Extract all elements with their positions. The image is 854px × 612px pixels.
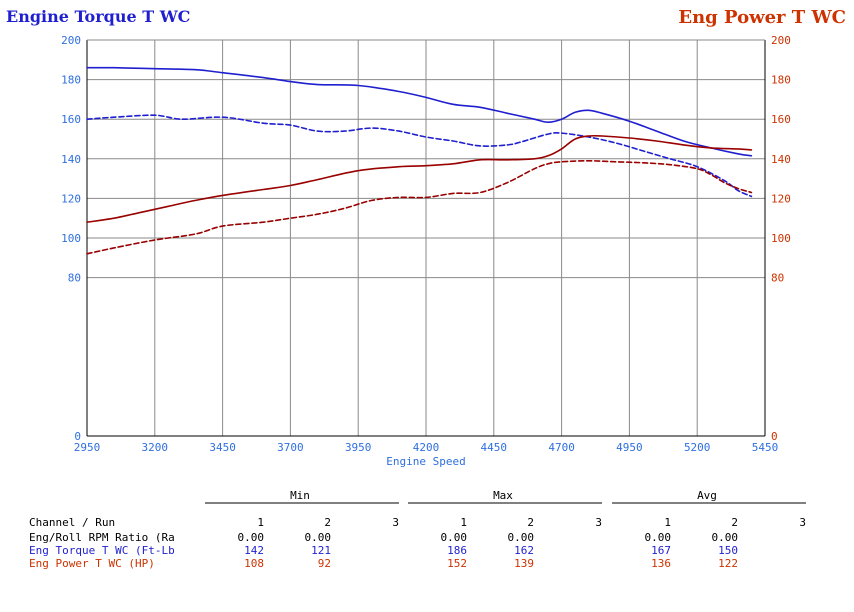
table-cell: 108 [244, 557, 264, 570]
table-cell: 136 [651, 557, 671, 570]
left-y-tick-label-5: 100 [61, 232, 81, 245]
right-y-tick-label-3: 140 [771, 153, 791, 166]
table-cell: 121 [311, 544, 331, 557]
torque-series-run-2 [86, 114, 753, 198]
left-y-tick-label-2: 160 [61, 113, 81, 126]
x-tick-label-5: 4200 [413, 441, 440, 454]
left-y-tick-labels: 200 180 160 140 120 100 80 0 [61, 34, 81, 443]
table-cell: 186 [447, 544, 467, 557]
table-run-header: 2 [527, 516, 534, 529]
x-tick-label-1: 3200 [142, 441, 169, 454]
right-y-tick-label-0: 200 [771, 34, 791, 47]
x-tick-label-2: 3450 [209, 441, 236, 454]
table-row-label: Eng Torque T WC (Ft-Lb [29, 544, 175, 557]
right-y-tick-label-5: 100 [771, 232, 791, 245]
chart-title-right: Eng Power T WC [678, 7, 846, 28]
table-group-avg: Avg [697, 489, 717, 502]
table-run-header: 3 [595, 516, 602, 529]
x-tick-label-10: 5450 [752, 441, 779, 454]
x-tick-label-9: 5200 [684, 441, 711, 454]
right-y-tick-label-1: 180 [771, 74, 791, 87]
table-cell: 0.00 [712, 531, 739, 544]
x-tick-labels: 2950 3200 3450 3700 3950 4200 4450 4700 4950 5200… [74, 441, 779, 454]
x-tick-label-7: 4700 [548, 441, 575, 454]
table-run-header: 3 [799, 516, 806, 529]
power-series-run-2 [86, 160, 753, 255]
table-cell: 162 [514, 544, 534, 557]
table-run-header: 2 [324, 516, 331, 529]
grid-lines [86, 39, 766, 437]
series-lines [86, 66, 753, 255]
table-cell: 167 [651, 544, 671, 557]
chart-title-left: Engine Torque T WC [6, 7, 190, 26]
right-y-tick-label-6: 80 [771, 272, 784, 285]
left-y-tick-label-7: 0 [74, 430, 81, 443]
right-y-tick-label-7: 0 [771, 430, 778, 443]
x-axis-label: Engine Speed [386, 455, 465, 468]
table-cell: 122 [718, 557, 738, 570]
x-tick-label-6: 4450 [481, 441, 508, 454]
torque-series-run-1 [86, 66, 753, 157]
axes [86, 39, 766, 437]
table-row-label: Eng Power T WC (HP) [29, 557, 155, 570]
x-tick-label-4: 3950 [345, 441, 372, 454]
right-y-tick-label-4: 120 [771, 192, 791, 205]
left-y-tick-label-4: 120 [61, 192, 81, 205]
table-run-header: 1 [664, 516, 671, 529]
power-series-run-1 [86, 134, 753, 223]
table-cell: 0.00 [305, 531, 332, 544]
left-y-tick-label-3: 140 [61, 153, 81, 166]
table-cell: 92 [318, 557, 331, 570]
left-y-tick-label-1: 180 [61, 74, 81, 87]
table-run-header: 1 [257, 516, 264, 529]
table-cell: 0.00 [238, 531, 265, 544]
table-run-header: 2 [731, 516, 738, 529]
left-y-tick-label-0: 200 [61, 34, 81, 47]
table-run-header: 3 [392, 516, 399, 529]
right-y-tick-labels: 200 180 160 140 120 100 80 0 [771, 34, 791, 443]
x-tick-label-3: 3700 [277, 441, 304, 454]
left-y-tick-label-6: 80 [68, 272, 81, 285]
summary-table: Min 1 2 3 Max 1 2 3 Avg 1 2 3 Channel / Run Eng/Roll … [29, 489, 806, 570]
table-cell: 0.00 [645, 531, 672, 544]
table-cell: 0.00 [441, 531, 468, 544]
x-tick-label-0: 2950 [74, 441, 101, 454]
table-cell: 152 [447, 557, 467, 570]
table-cell: 0.00 [508, 531, 535, 544]
x-tick-label-8: 4950 [616, 441, 643, 454]
table-cell: 150 [718, 544, 738, 557]
table-cell: 139 [514, 557, 534, 570]
table-header-label: Channel / Run [29, 516, 115, 529]
table-run-header: 1 [460, 516, 467, 529]
right-y-tick-label-2: 160 [771, 113, 791, 126]
table-group-min: Min [290, 489, 310, 502]
table-cell: 142 [244, 544, 264, 557]
table-group-max: Max [493, 489, 513, 502]
table-row-label: Eng/Roll RPM Ratio (Ra [29, 531, 175, 544]
